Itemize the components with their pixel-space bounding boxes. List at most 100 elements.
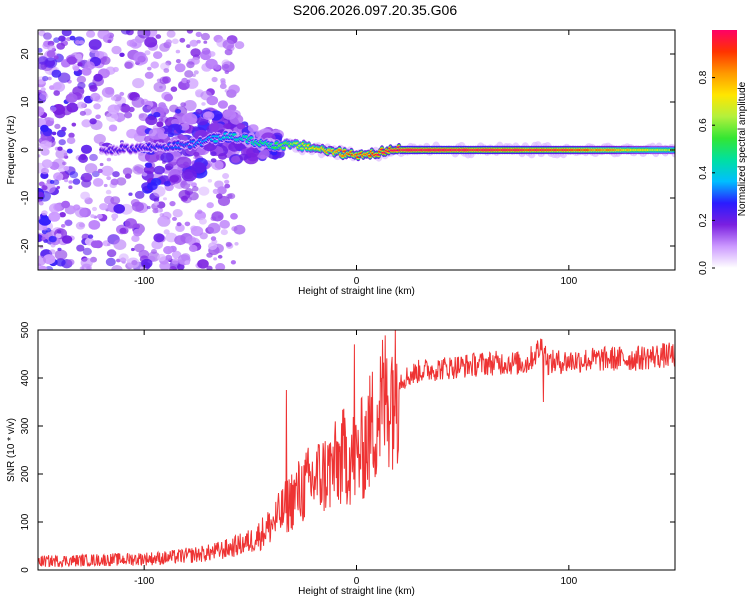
- noise-blob: [110, 196, 121, 205]
- noise-blob: [171, 258, 179, 265]
- noise-blob: [156, 121, 164, 128]
- noise-blob: [99, 203, 108, 211]
- signal-cloud-blob: [210, 158, 217, 163]
- noise-blob: [110, 96, 117, 101]
- noise-blob: [93, 73, 103, 82]
- noise-blob: [108, 124, 118, 132]
- noise-blob: [79, 266, 85, 270]
- noise-blob: [43, 32, 52, 40]
- signal-cloud-blob: [236, 123, 246, 130]
- signal-cloud-blob: [191, 162, 207, 174]
- noise-blob: [165, 254, 173, 261]
- noise-blob: [210, 236, 217, 241]
- noise-blob: [201, 47, 211, 55]
- noise-blob: [223, 63, 230, 69]
- noise-blob: [211, 76, 218, 83]
- noise-blob: [217, 254, 223, 259]
- noise-blob: [180, 102, 187, 107]
- noise-blob: [61, 126, 67, 132]
- noise-blob: [185, 235, 197, 245]
- noise-blob: [113, 204, 125, 214]
- y-tick-label: 500: [20, 321, 31, 338]
- x-tick-label: -100: [134, 576, 154, 587]
- noise-blob: [175, 224, 185, 232]
- noise-blob: [215, 263, 226, 270]
- noise-blob: [82, 247, 92, 256]
- noise-blob: [186, 44, 191, 48]
- signal-cloud-blob: [247, 124, 259, 133]
- noise-blob: [222, 39, 235, 50]
- ridge-cell: [243, 135, 249, 138]
- noise-blob: [141, 258, 153, 269]
- noise-blob: [171, 38, 179, 45]
- signal-cloud-blob: [202, 111, 215, 121]
- noise-blob: [75, 40, 81, 45]
- noise-blob: [40, 124, 49, 132]
- noise-blob: [38, 56, 49, 65]
- noise-blob: [131, 235, 140, 242]
- noise-blob: [224, 183, 231, 189]
- noise-blob: [175, 49, 181, 54]
- noise-blob: [155, 34, 162, 39]
- noise-blob: [189, 39, 199, 47]
- noise-blob: [159, 213, 165, 217]
- noise-blob: [76, 244, 85, 252]
- noise-blob: [159, 76, 169, 85]
- noise-blob: [144, 50, 151, 56]
- noise-blob: [126, 128, 138, 139]
- noise-blob: [66, 259, 75, 266]
- noise-blob: [225, 241, 232, 247]
- noise-blob: [69, 171, 79, 179]
- noise-blob: [217, 100, 228, 109]
- noise-blob: [61, 224, 66, 228]
- noise-blob: [105, 111, 119, 123]
- noise-blob: [90, 240, 100, 248]
- noise-blob: [144, 36, 158, 48]
- ridge-cell: [281, 146, 286, 149]
- noise-blob: [166, 30, 176, 38]
- noise-blob: [60, 105, 73, 116]
- noise-blob: [124, 173, 132, 179]
- noise-blob: [42, 75, 49, 82]
- noise-blob: [120, 30, 131, 35]
- noise-blob: [54, 249, 68, 260]
- noise-blob: [179, 37, 186, 43]
- noise-blob: [199, 232, 208, 240]
- noise-blob: [38, 265, 48, 270]
- noise-blob: [72, 65, 80, 72]
- snr-plot-area: [38, 330, 675, 568]
- noise-blob: [77, 69, 83, 74]
- noise-blob: [68, 180, 73, 184]
- noise-blob: [106, 176, 112, 181]
- noise-blob: [81, 119, 92, 128]
- noise-blob: [49, 106, 57, 112]
- noise-blob: [95, 114, 101, 120]
- signal-cloud-blob: [160, 152, 174, 163]
- signal-cloud-blob: [208, 122, 220, 132]
- noise-blob: [38, 201, 44, 206]
- noise-blob: [111, 213, 119, 220]
- noise-blob: [84, 174, 92, 181]
- noise-blob: [163, 197, 167, 201]
- signal-cloud-blob: [175, 109, 182, 114]
- noise-blob: [194, 210, 206, 221]
- noise-blob: [103, 183, 108, 188]
- signal-cloud-blob: [259, 154, 266, 160]
- noise-blob: [38, 191, 45, 199]
- noise-blob: [77, 101, 86, 109]
- ridge-cell: [213, 140, 218, 143]
- y-tick-label: 200: [20, 465, 31, 482]
- noise-blob: [178, 80, 190, 91]
- noise-blob: [100, 56, 111, 65]
- noise-blob: [38, 234, 43, 243]
- noise-blob: [197, 259, 209, 269]
- noise-blob: [198, 218, 207, 225]
- signal-cloud-blob: [181, 169, 197, 182]
- noise-blob: [79, 110, 86, 116]
- noise-blob: [52, 179, 60, 186]
- noise-blob: [77, 62, 83, 67]
- noise-blob: [39, 92, 49, 100]
- noise-blob: [116, 177, 127, 186]
- noise-blob: [213, 257, 218, 261]
- noise-blob: [196, 39, 201, 44]
